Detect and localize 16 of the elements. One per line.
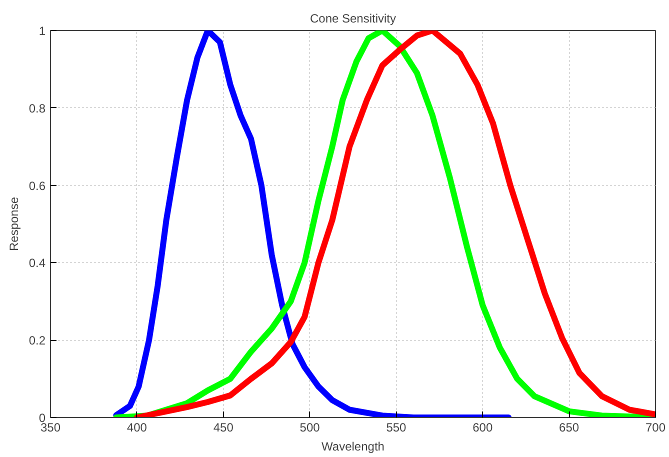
y-axis-title: Response	[6, 196, 21, 252]
x-axis-title: Wavelength	[322, 440, 384, 454]
chart-title: Cone Sensitivity	[310, 12, 396, 26]
x-tick-label: 500	[300, 420, 320, 434]
y-tick-label: 0.8	[28, 101, 46, 116]
y-tick-label: 0.2	[28, 334, 46, 348]
y-tick-label: 0.4	[28, 256, 46, 270]
x-tick-label: 550	[386, 420, 407, 434]
x-tick-label: 450	[213, 420, 234, 434]
x-tick-label: 400	[126, 420, 148, 434]
y-tick-label: 0.6	[28, 178, 46, 193]
x-tick-label: 700	[645, 420, 666, 434]
x-tick-label: 350	[40, 420, 61, 434]
x-tick-label: 600	[472, 420, 493, 434]
y-tick-label: 1	[38, 24, 46, 38]
x-tick-label: 650	[559, 420, 580, 434]
